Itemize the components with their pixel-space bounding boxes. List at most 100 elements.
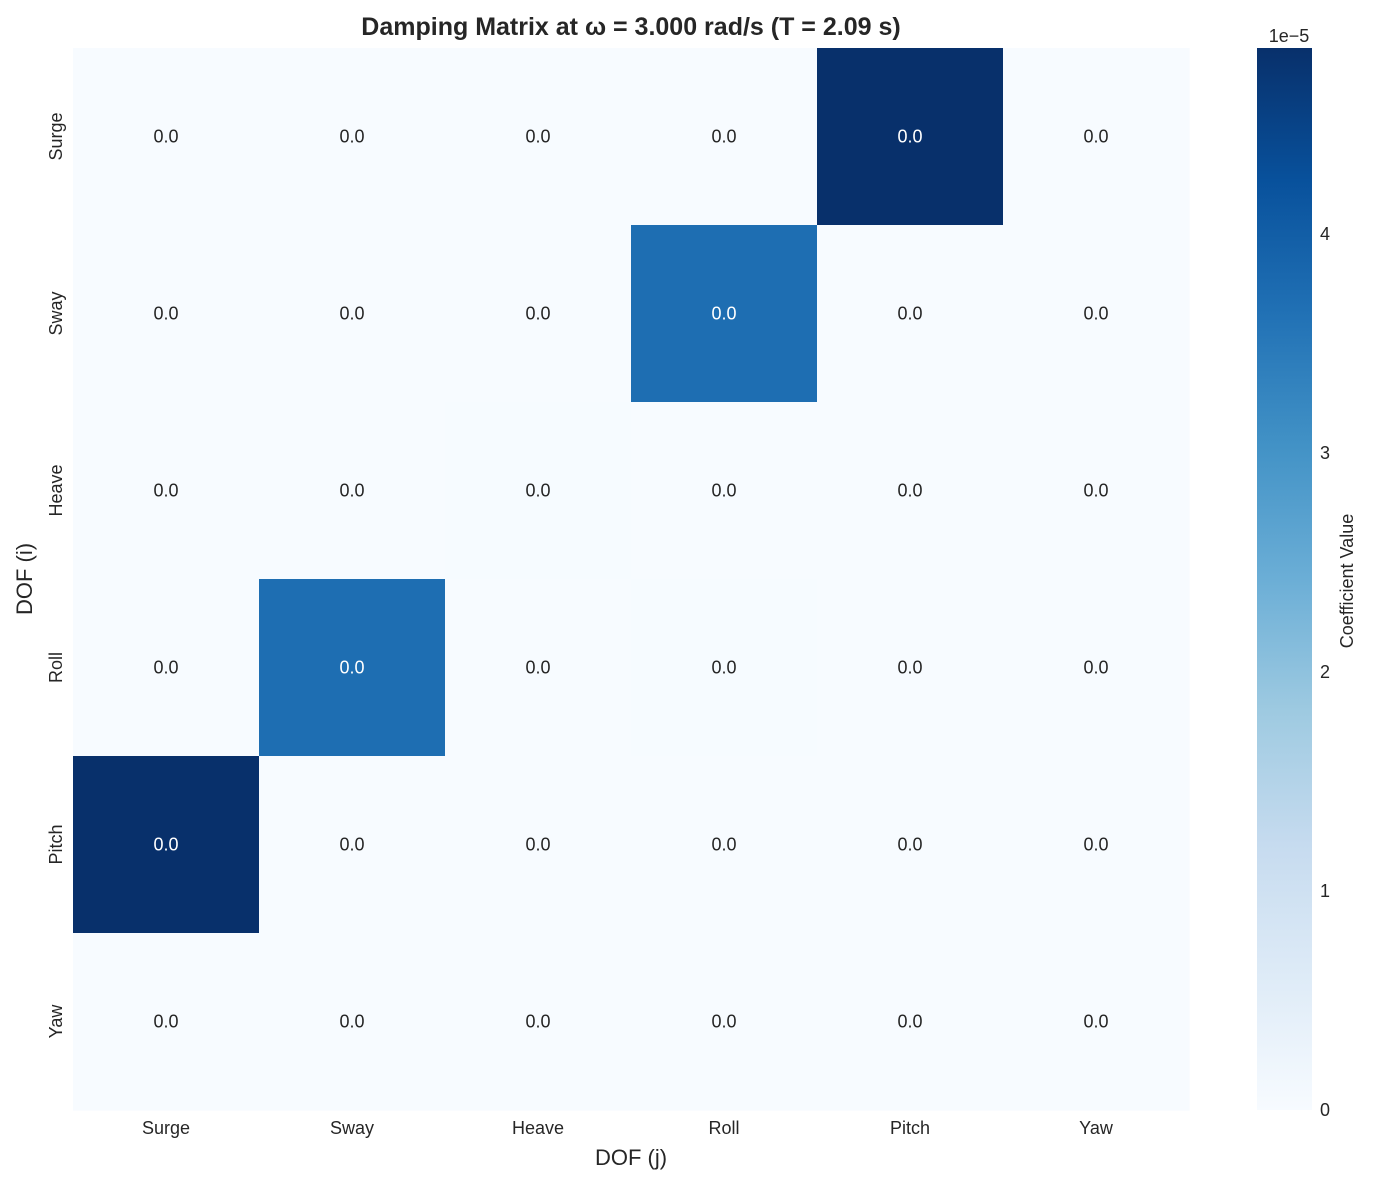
cell-value-label: 0.0 <box>1083 1012 1108 1032</box>
cell-value-label: 0.0 <box>339 481 364 501</box>
colorbar-tick-label: 2 <box>1320 662 1330 682</box>
heatmap-cell <box>73 48 260 226</box>
heatmap-cell <box>817 579 1004 757</box>
cell-value-label: 0.0 <box>339 304 364 324</box>
colorbar-tick-label: 3 <box>1320 443 1330 463</box>
cell-value-label: 0.0 <box>1083 835 1108 855</box>
cell-value-label: 0.0 <box>525 1012 550 1032</box>
heatmap-cell <box>1003 225 1190 403</box>
cell-value-label: 0.0 <box>525 127 550 147</box>
heatmap-cell <box>817 402 1004 580</box>
heatmap-cell <box>631 225 818 403</box>
cell-value-label: 0.0 <box>897 658 922 678</box>
heatmap-cell <box>817 48 1004 226</box>
x-axis-label: DOF (j) <box>595 1145 667 1170</box>
cell-value-label: 0.0 <box>711 1012 736 1032</box>
colorbar <box>1257 48 1312 1110</box>
x-tick-label: Roll <box>708 1118 739 1138</box>
cell-value-label: 0.0 <box>1083 481 1108 501</box>
chart-title: Damping Matrix at ω = 3.000 rad/s (T = 2… <box>361 13 900 41</box>
cell-value-label: 0.0 <box>897 127 922 147</box>
y-tick-label: Surge <box>46 112 66 160</box>
heatmap-cell <box>259 933 446 1111</box>
heatmap-cell <box>631 933 818 1111</box>
cell-value-label: 0.0 <box>339 127 364 147</box>
cell-value-label: 0.0 <box>153 304 178 324</box>
heatmap-cell <box>73 933 260 1111</box>
colorbar-tick-label: 4 <box>1320 224 1330 244</box>
heatmap-cell <box>631 48 818 226</box>
x-tick-label: Surge <box>142 1118 190 1138</box>
cell-value-label: 0.0 <box>711 835 736 855</box>
heatmap-cell <box>631 756 818 934</box>
cell-value-label: 0.0 <box>711 127 736 147</box>
x-tick-label: Pitch <box>890 1118 930 1138</box>
cell-value-label: 0.0 <box>897 481 922 501</box>
heatmap-cell <box>631 402 818 580</box>
y-tick-label: Yaw <box>46 1004 66 1039</box>
colorbar-ticks: 0 1 2 3 4 <box>1320 224 1330 1120</box>
cell-value-label: 0.0 <box>1083 127 1108 147</box>
cell-value-label: 0.0 <box>1083 304 1108 324</box>
heatmap-cell <box>817 756 1004 934</box>
heatmap-cell <box>259 756 446 934</box>
x-tick-label: Yaw <box>1079 1118 1114 1138</box>
cell-value-label: 0.0 <box>153 658 178 678</box>
heatmap-cell <box>1003 579 1190 757</box>
y-tick-label: Pitch <box>46 824 66 864</box>
heatmap-cell <box>445 579 632 757</box>
heatmap-cell <box>73 579 260 757</box>
heatmap-cell <box>1003 933 1190 1111</box>
heatmap-cell <box>817 933 1004 1111</box>
colorbar-offset-label: 1e−5 <box>1269 26 1310 46</box>
heatmap-cell <box>259 402 446 580</box>
heatmap-cell <box>73 756 260 934</box>
heatmap-cell <box>445 48 632 226</box>
heatmap-cell <box>259 579 446 757</box>
y-tick-label: Roll <box>46 652 66 683</box>
heatmap-cell <box>259 225 446 403</box>
cell-value-label: 0.0 <box>897 304 922 324</box>
cell-value-label: 0.0 <box>711 481 736 501</box>
colorbar-tick-label: 1 <box>1320 881 1330 901</box>
colorbar-label: Coefficient Value <box>1337 514 1357 648</box>
cell-value-label: 0.0 <box>525 481 550 501</box>
colorbar-tick-label: 0 <box>1320 1100 1330 1120</box>
cell-value-label: 0.0 <box>153 835 178 855</box>
x-tick-label: Heave <box>512 1118 564 1138</box>
heatmap-cell <box>259 48 446 226</box>
heatmap-cell <box>73 402 260 580</box>
y-tick-label: Heave <box>46 464 66 516</box>
heatmap-cell <box>817 225 1004 403</box>
cell-value-label: 0.0 <box>897 835 922 855</box>
cell-value-label: 0.0 <box>711 658 736 678</box>
y-tick-label: Sway <box>46 291 66 335</box>
y-tick-labels: Surge Sway Heave Roll Pitch Yaw <box>46 112 66 1038</box>
heatmap-cell <box>445 225 632 403</box>
cell-annotations: 0.0 0.0 0.0 0.0 0.0 0.0 0.0 0.0 0.0 0.0 0.0 0.0 0.0 0… <box>153 127 1108 1032</box>
cell-value-label: 0.0 <box>153 1012 178 1032</box>
cell-value-label: 0.0 <box>339 835 364 855</box>
cell-value-label: 0.0 <box>525 304 550 324</box>
heatmap-cell <box>445 402 632 580</box>
cell-value-label: 0.0 <box>153 481 178 501</box>
cell-value-label: 0.0 <box>897 1012 922 1032</box>
x-tick-label: Sway <box>330 1118 374 1138</box>
cell-value-label: 0.0 <box>711 304 736 324</box>
heatmap-cell <box>631 579 818 757</box>
cell-value-label: 0.0 <box>525 658 550 678</box>
cell-value-label: 0.0 <box>339 1012 364 1032</box>
heatmap-cell <box>1003 48 1190 226</box>
y-axis-label: DOF (i) <box>12 543 37 615</box>
heatmap-cell <box>1003 756 1190 934</box>
cell-value-label: 0.0 <box>1083 658 1108 678</box>
cell-value-label: 0.0 <box>525 835 550 855</box>
cell-value-label: 0.0 <box>339 658 364 678</box>
heatmap-cells <box>73 48 1190 1111</box>
heatmap-cell <box>73 225 260 403</box>
x-tick-labels: Surge Sway Heave Roll Pitch Yaw <box>142 1118 1114 1138</box>
cell-value-label: 0.0 <box>153 127 178 147</box>
heatmap-cell <box>445 933 632 1111</box>
